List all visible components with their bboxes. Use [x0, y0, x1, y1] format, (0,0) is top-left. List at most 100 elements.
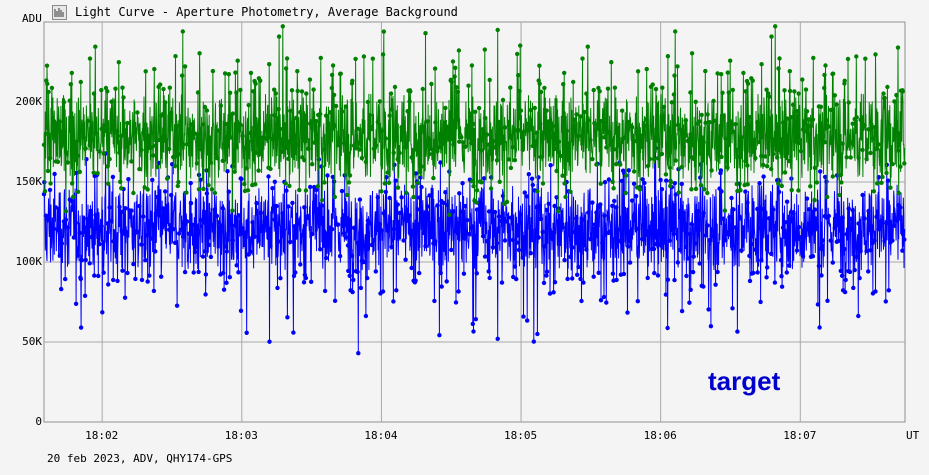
data-point — [812, 207, 818, 212]
data-point — [346, 180, 352, 185]
data-point — [238, 308, 244, 313]
data-point — [688, 90, 693, 95]
data-point — [586, 118, 591, 123]
data-point — [158, 82, 163, 87]
data-point — [900, 89, 905, 94]
data-point — [276, 34, 282, 39]
data-point — [122, 295, 128, 300]
data-point — [778, 257, 784, 263]
data-point — [97, 241, 102, 247]
data-point — [659, 187, 665, 192]
data-point — [546, 119, 551, 124]
data-point — [435, 203, 440, 208]
data-point — [206, 141, 212, 146]
data-point — [151, 153, 156, 158]
data-point — [484, 239, 490, 244]
data-point — [582, 243, 587, 248]
data-point — [548, 134, 553, 140]
data-point — [765, 164, 770, 169]
data-point — [220, 158, 225, 163]
data-point — [645, 228, 651, 234]
data-point — [872, 238, 877, 243]
data-point — [421, 230, 426, 236]
data-point — [343, 235, 349, 240]
data-point — [777, 147, 782, 153]
data-point — [616, 227, 621, 232]
data-point — [749, 241, 754, 247]
data-point — [85, 118, 90, 124]
data-point — [353, 56, 358, 62]
data-point — [610, 271, 616, 276]
data-point — [377, 99, 382, 104]
data-point — [79, 258, 85, 263]
data-point — [751, 270, 756, 276]
data-point — [851, 285, 856, 291]
light-curve-app-icon[interactable] — [52, 4, 67, 20]
data-point — [57, 253, 63, 258]
data-point — [643, 117, 649, 122]
data-point — [413, 147, 418, 152]
data-point — [771, 151, 776, 157]
data-point — [438, 270, 443, 276]
data-point — [248, 249, 253, 254]
data-point — [504, 199, 510, 205]
data-point — [409, 155, 414, 160]
data-point — [873, 52, 878, 57]
data-point — [672, 73, 677, 78]
data-point — [600, 240, 605, 246]
data-point — [230, 208, 235, 213]
data-point — [238, 87, 243, 93]
data-point — [496, 119, 502, 125]
data-point — [286, 204, 291, 209]
data-point — [337, 253, 343, 259]
data-point — [405, 109, 410, 114]
data-point — [453, 65, 458, 71]
data-point — [857, 275, 862, 281]
data-point — [850, 121, 855, 126]
data-point — [510, 145, 516, 150]
data-point — [379, 228, 384, 233]
data-point — [371, 238, 376, 243]
data-point — [172, 240, 178, 245]
data-point — [494, 158, 500, 163]
data-point — [75, 153, 81, 158]
data-point — [182, 64, 188, 69]
data-point — [73, 220, 79, 226]
data-point — [711, 229, 716, 234]
data-point — [535, 189, 540, 194]
data-point — [792, 139, 798, 144]
data-point — [382, 181, 387, 186]
data-point — [759, 61, 764, 67]
data-point — [405, 218, 410, 223]
data-point — [597, 89, 602, 94]
data-point — [272, 87, 277, 92]
data-point — [161, 111, 166, 117]
data-point — [339, 109, 345, 114]
data-point — [508, 215, 514, 220]
data-point — [95, 171, 100, 176]
data-point — [828, 238, 833, 243]
data-point — [137, 166, 142, 172]
data-point — [574, 112, 579, 117]
data-point — [873, 289, 878, 294]
data-point — [591, 87, 596, 93]
data-point — [518, 43, 523, 48]
data-point — [93, 212, 98, 218]
data-point — [875, 181, 880, 186]
data-point — [730, 87, 735, 93]
data-point — [381, 29, 386, 34]
data-point — [176, 231, 182, 236]
data-point — [264, 136, 269, 141]
data-point — [681, 144, 686, 150]
data-point — [540, 229, 545, 235]
data-point — [556, 209, 561, 214]
data-point — [812, 165, 818, 170]
data-point — [96, 273, 101, 279]
data-point — [665, 325, 670, 331]
data-point — [87, 56, 93, 61]
data-point — [679, 164, 684, 170]
data-point — [554, 168, 559, 174]
data-point — [276, 239, 281, 244]
data-point — [818, 169, 823, 174]
data-point — [157, 195, 162, 200]
